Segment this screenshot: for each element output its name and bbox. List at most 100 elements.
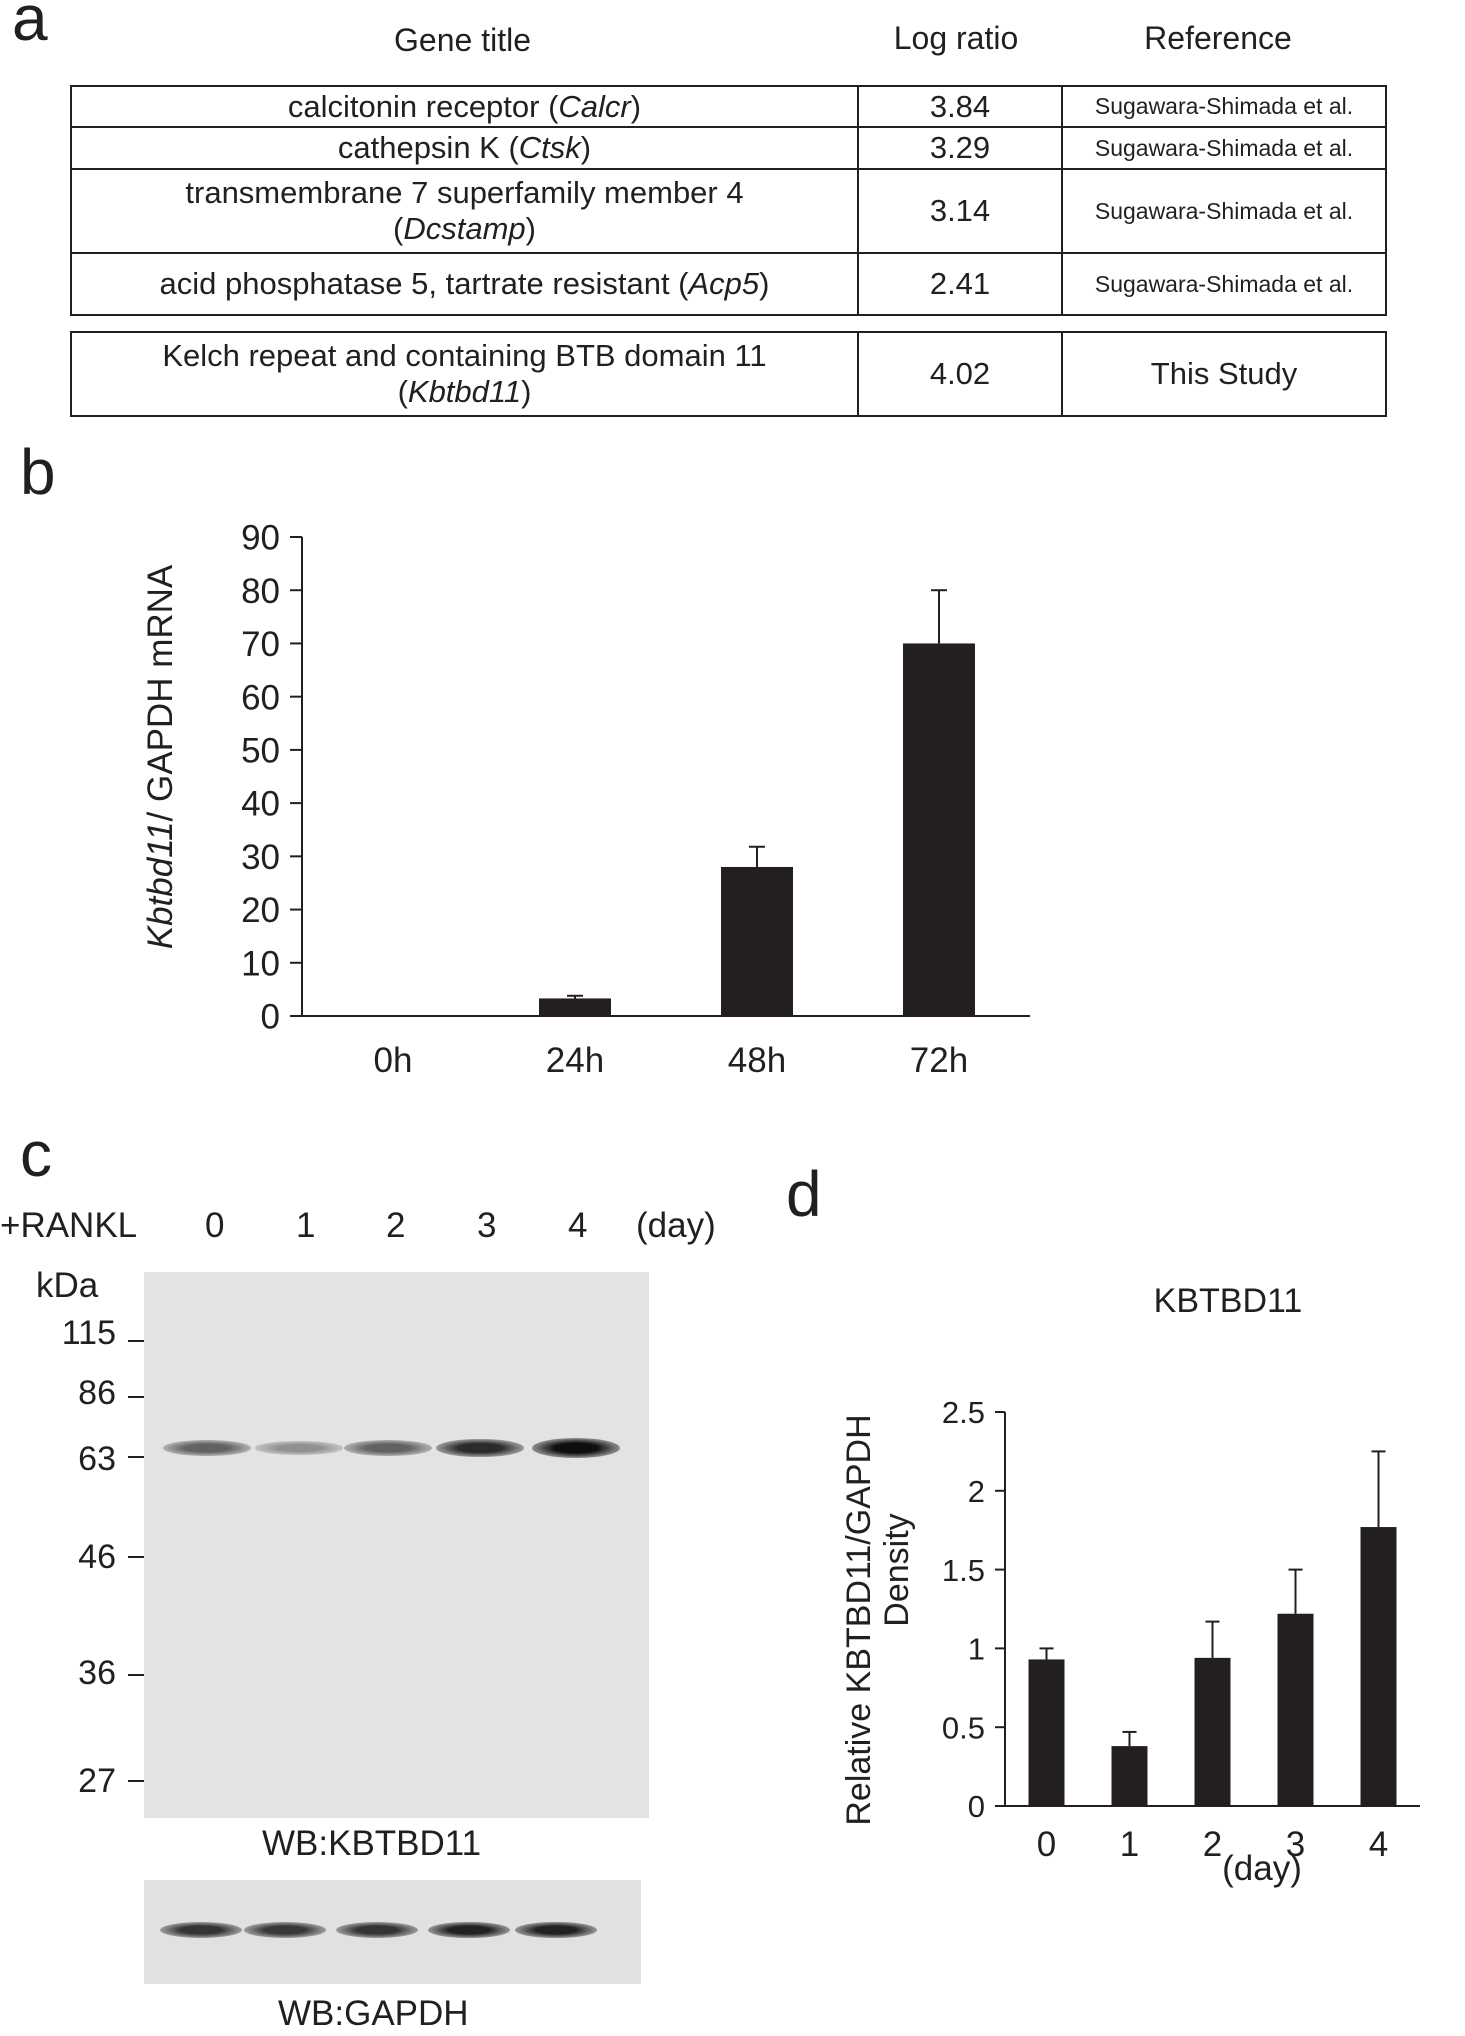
d-x-tick-label: 4 — [1369, 1825, 1388, 1864]
header-reference: Reference — [1144, 20, 1292, 56]
kbtbd11-band — [255, 1441, 343, 1455]
d-bar — [1028, 1659, 1065, 1806]
b-bar — [357, 1015, 429, 1017]
panel-letter-a: a — [12, 0, 48, 54]
chart-b-axes — [301, 537, 1030, 1017]
kbtbd11-band — [532, 1438, 620, 1458]
b-bar — [539, 998, 611, 1016]
d-y-tick-label: 2 — [968, 1474, 985, 1509]
b-x-tick-label: 48h — [728, 1041, 786, 1080]
chart-b-ylabel: Kbtbd11/ GAPDH mRNA — [141, 564, 180, 949]
wb-gapdh-label: WB:GAPDH — [278, 1994, 469, 2033]
mw-marker: 86 — [78, 1374, 116, 1412]
d-y-tick-label: 0.5 — [942, 1710, 985, 1745]
d-y-tick-label: 1.5 — [942, 1553, 985, 1588]
gene-cell: calcitonin receptor (Calcr) — [70, 85, 859, 128]
log-ratio-cell: 4.02 — [857, 331, 1063, 417]
d-bar — [1360, 1527, 1397, 1806]
log-ratio-cell: 3.14 — [857, 168, 1063, 254]
b-y-tick-label: 70 — [241, 625, 280, 664]
study-table: Kelch repeat and containing BTB domain 1… — [70, 331, 1387, 417]
d-y-tick-label: 0 — [968, 1789, 985, 1824]
b-y-tick-label: 40 — [241, 785, 280, 824]
gene-cell: acid phosphatase 5, tartrate resistant (… — [70, 252, 859, 316]
mw-tick — [128, 1556, 148, 1558]
gene-cell: cathepsin K (Ctsk) — [70, 126, 859, 170]
chart-d-bars — [1028, 1450, 1397, 1806]
gene-cell: Kelch repeat and containing BTB domain 1… — [70, 331, 859, 417]
header-log-ratio: Log ratio — [893, 20, 1019, 56]
kbtbd11-blot — [144, 1272, 649, 1818]
chart-d-ylabel-line2: Density — [878, 1513, 916, 1626]
reference-cell: This Study — [1061, 331, 1387, 417]
b-x-tick-label: 0h — [374, 1041, 413, 1080]
reference-cell: Sugawara-Shimada et al. — [1061, 126, 1387, 170]
day-unit-label: (day) — [636, 1206, 716, 1245]
table-row: transmembrane 7 superfamily member 4 (Dcs… — [70, 168, 1387, 254]
b-x-tick-label: 24h — [546, 1041, 604, 1080]
d-bar — [1194, 1657, 1231, 1806]
panel-letter-d: d — [786, 1158, 822, 1230]
mw-tick — [128, 1780, 148, 1782]
panel-letter-b: b — [20, 436, 56, 508]
kbtbd11-band — [436, 1438, 524, 1458]
b-x-tick-label: 72h — [910, 1041, 968, 1080]
gapdh-band — [336, 1922, 418, 1938]
chart-b-ticks: 0 10 20 30 40 50 60 70 80 90 0h 24h 48h 72h — [241, 519, 968, 1080]
mw-tick — [128, 1674, 148, 1676]
mw-marker: 63 — [78, 1440, 116, 1478]
d-bar — [1111, 1746, 1148, 1806]
gapdh-band — [515, 1921, 597, 1939]
log-ratio-cell: 3.84 — [857, 85, 1063, 128]
chart-d-ticks: 0 0.5 1 1.5 2 2.5 0 1 2 3 4 — [942, 1395, 1388, 1864]
gapdh-blot — [144, 1880, 641, 1984]
reference-cell: Sugawara-Shimada et al. — [1061, 85, 1387, 128]
mw-marker: 46 — [78, 1538, 116, 1576]
table-row: acid phosphatase 5, tartrate resistant (… — [70, 252, 1387, 316]
rankl-label: +RANKL — [0, 1206, 138, 1245]
lane-label: 3 — [477, 1206, 497, 1245]
b-bar — [721, 866, 793, 1016]
table-header: Gene title Log ratio Reference — [0, 0, 1465, 70]
b-y-tick-label: 10 — [241, 944, 280, 983]
table-row: calcitonin receptor (Calcr) 3.84 Sugawar… — [70, 85, 1387, 128]
chart-d-ylabel-line1: Relative KBTBD11/GAPDH — [840, 1414, 878, 1825]
mw-tick — [128, 1396, 148, 1398]
mw-tick — [128, 1456, 148, 1458]
lane-label: 2 — [386, 1206, 406, 1245]
panel-letter-c: c — [20, 1118, 52, 1190]
gene-cell: transmembrane 7 superfamily member 4 (Dcs… — [70, 168, 859, 254]
lane-label: 1 — [296, 1206, 316, 1245]
table-row: cathepsin K (Ctsk) 3.29 Sugawara-Shimada… — [70, 126, 1387, 170]
kda-label: kDa — [36, 1266, 99, 1305]
b-y-tick-label: 90 — [241, 519, 280, 558]
table-row: Kelch repeat and containing BTB domain 1… — [70, 331, 1387, 417]
b-y-tick-label: 30 — [241, 838, 280, 877]
gapdh-band — [428, 1921, 510, 1939]
d-y-tick-label: 2.5 — [942, 1395, 985, 1430]
d-y-tick-label: 1 — [968, 1632, 985, 1667]
wb-kbtbd11-label: WB:KBTBD11 — [262, 1824, 482, 1863]
b-y-tick-label: 0 — [261, 998, 280, 1037]
chart-d-axes — [1004, 1412, 1420, 1807]
gapdh-band — [160, 1922, 242, 1938]
log-ratio-cell: 3.29 — [857, 126, 1063, 170]
reference-cell: Sugawara-Shimada et al. — [1061, 252, 1387, 316]
log-ratio-cell: 2.41 — [857, 252, 1063, 316]
d-bar — [1277, 1613, 1314, 1806]
reference-cell: Sugawara-Shimada et al. — [1061, 168, 1387, 254]
gapdh-band — [244, 1922, 326, 1938]
lane-label: 0 — [205, 1206, 225, 1245]
chart-b-bars — [357, 589, 975, 1017]
mw-marker: 36 — [78, 1654, 116, 1692]
mw-marker: 115 — [61, 1314, 116, 1352]
gene-table: calcitonin receptor (Calcr) 3.84 Sugawar… — [70, 85, 1387, 316]
chart-d-xlabel: (day) — [1222, 1849, 1302, 1888]
mw-marker: 27 — [78, 1762, 116, 1800]
kbtbd11-band — [163, 1440, 251, 1456]
header-gene-title: Gene title — [394, 22, 531, 58]
b-y-tick-label: 60 — [241, 678, 280, 717]
d-x-tick-label: 3 — [1286, 1825, 1305, 1864]
d-x-tick-label: 0 — [1037, 1825, 1056, 1864]
b-y-tick-label: 20 — [241, 891, 280, 930]
